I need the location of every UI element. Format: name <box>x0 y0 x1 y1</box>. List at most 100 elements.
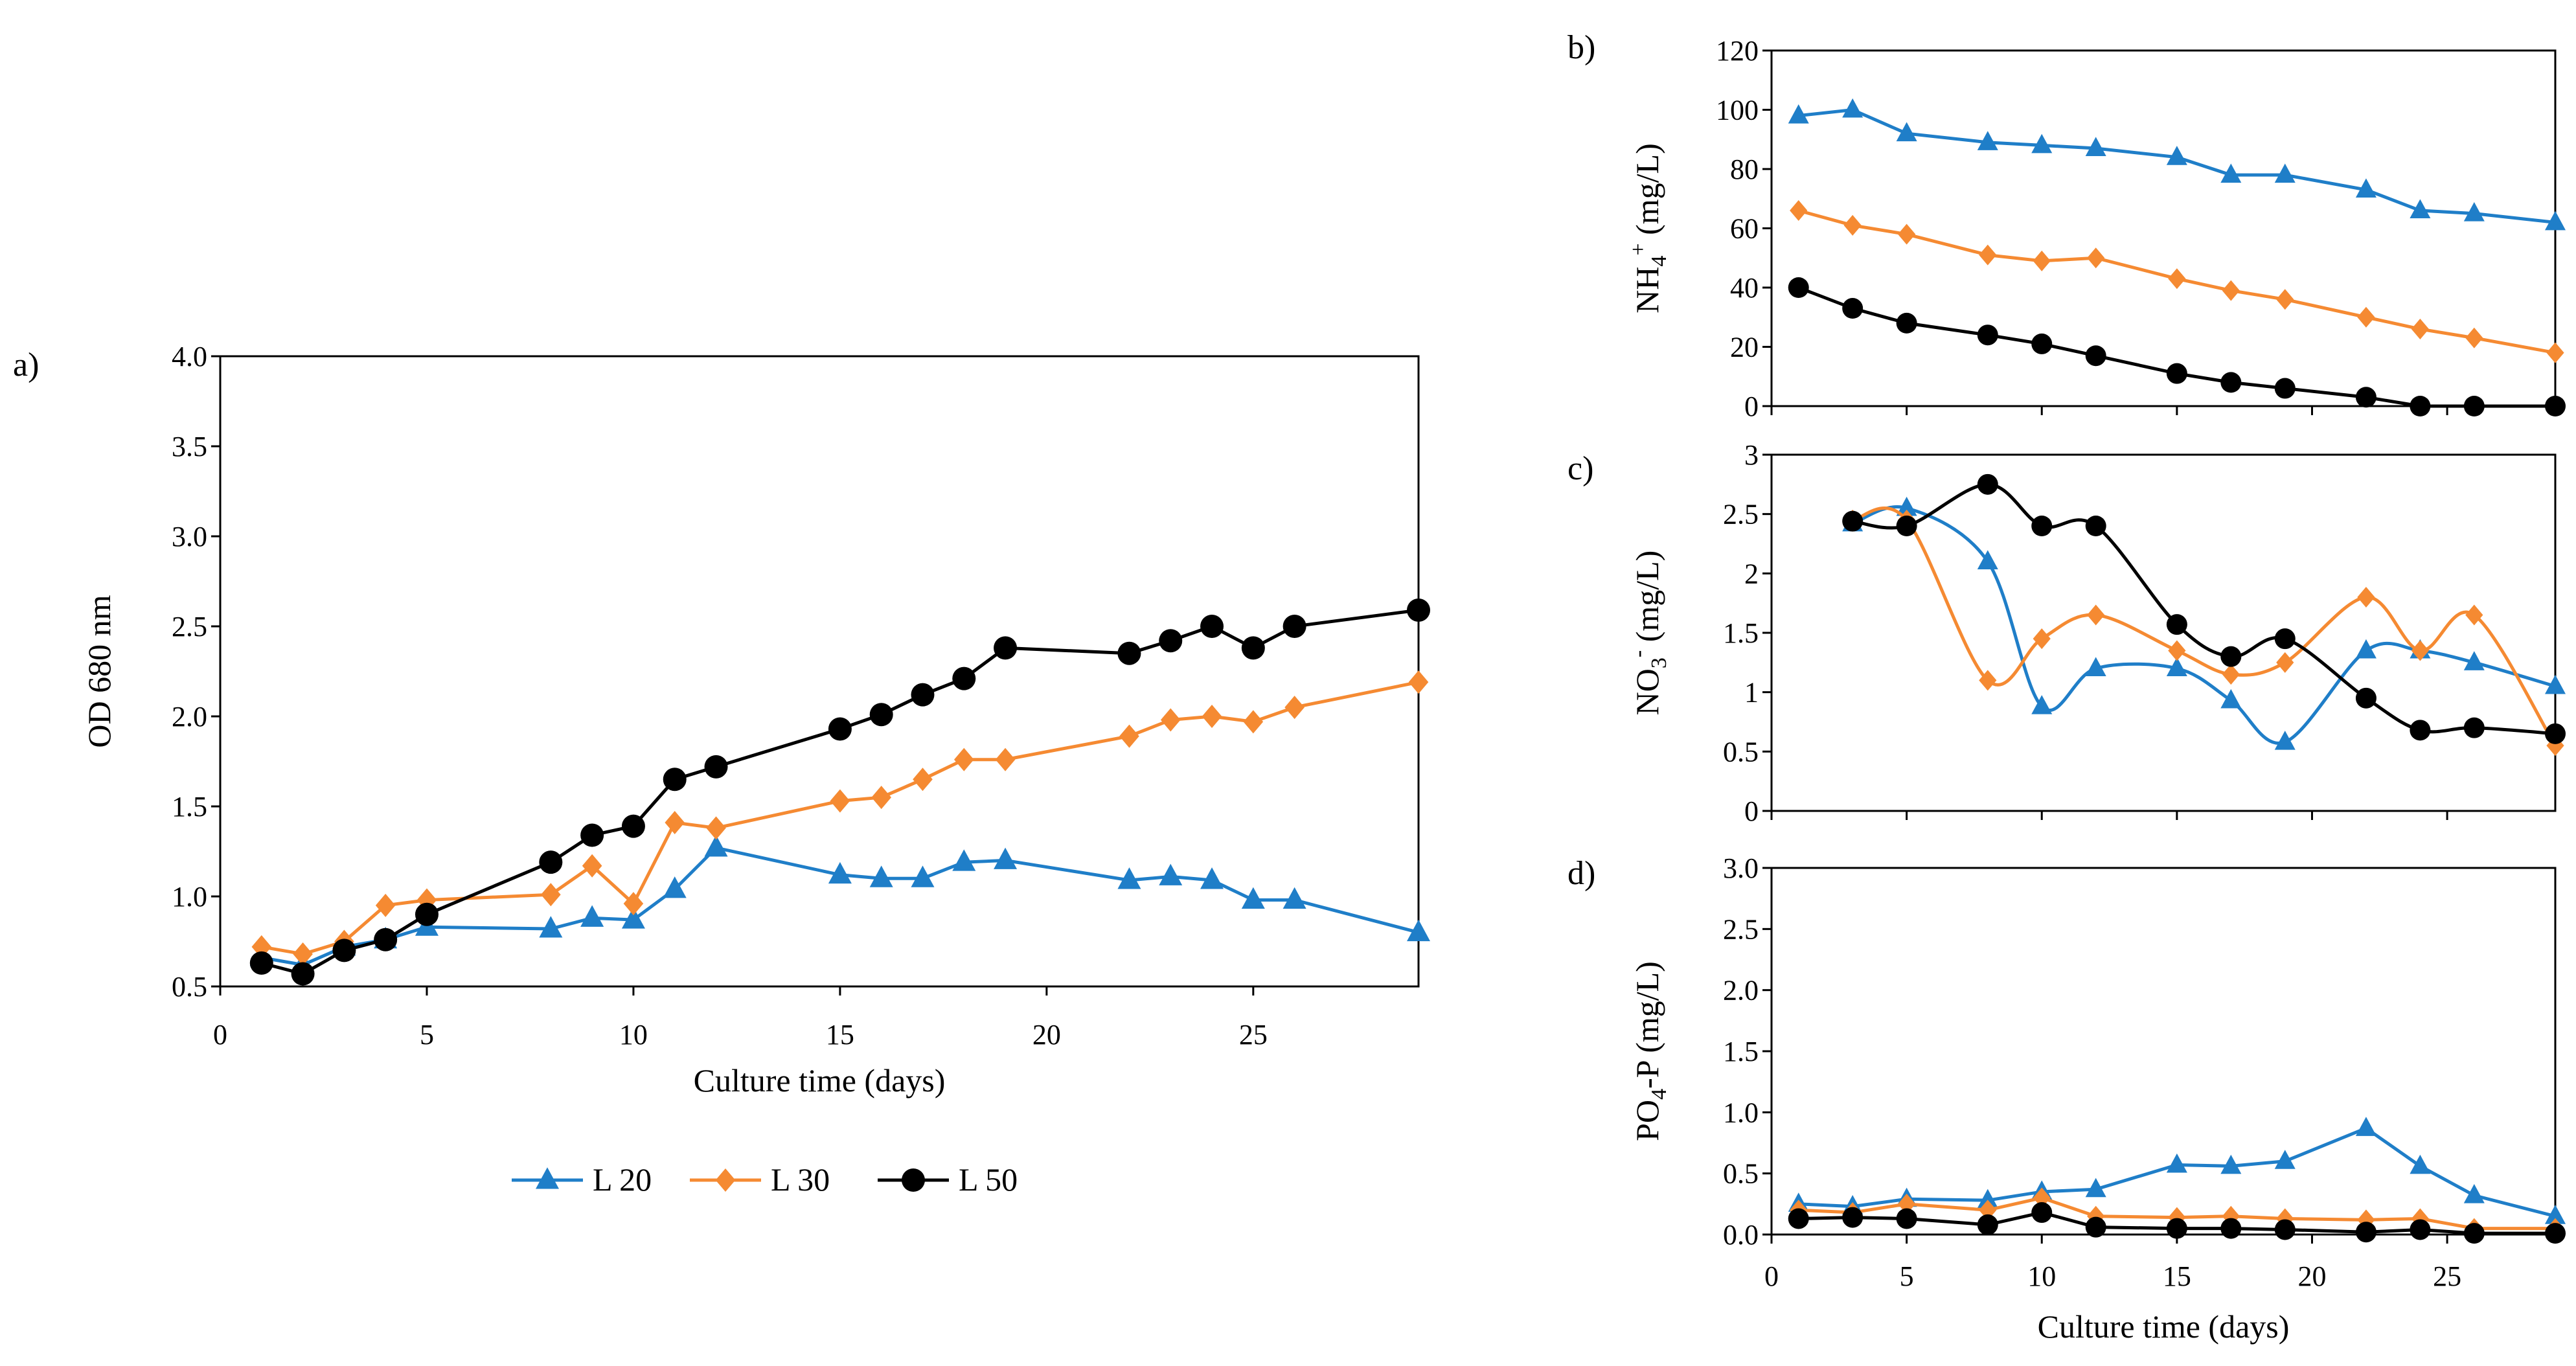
panel-a: a) 0.5 1.0 1.5 2.0 2.5 3.0 3.5 4.0 0 5 10 15 20 25 Cult… <box>13 341 1430 1098</box>
data-point <box>706 816 726 840</box>
data-point <box>2410 199 2431 219</box>
xtick-label: 20 <box>1032 1019 1061 1051</box>
data-point <box>2355 178 2377 198</box>
data-point <box>2463 396 2485 416</box>
ytick-label: 0 <box>1744 391 1759 422</box>
data-point <box>1159 629 1183 653</box>
data-point <box>2166 146 2187 165</box>
xtick-label: 0 <box>1764 1260 1779 1292</box>
data-point <box>2545 674 2566 694</box>
data-point <box>1200 867 1224 889</box>
data-point <box>2276 289 2294 310</box>
legend-label: L 20 <box>593 1161 652 1198</box>
ytick-label: 120 <box>1716 35 1759 67</box>
data-point <box>2410 1219 2431 1240</box>
data-point <box>665 811 685 835</box>
data-point <box>580 905 604 927</box>
data-point <box>332 939 356 962</box>
data-point <box>663 876 687 898</box>
data-point <box>1407 919 1430 942</box>
data-point <box>2355 687 2377 709</box>
data-point <box>869 703 893 727</box>
data-point <box>1977 1214 1998 1235</box>
legend-marker <box>536 1167 559 1189</box>
data-point <box>2031 333 2053 354</box>
data-point <box>1241 636 1265 660</box>
data-point <box>2085 137 2106 156</box>
data-point <box>621 814 645 838</box>
series-line <box>1852 483 2556 736</box>
panel-label-a: a) <box>13 347 39 383</box>
data-point <box>1202 705 1222 728</box>
xtick-label: 25 <box>1239 1019 1268 1051</box>
data-point <box>2085 1178 2106 1198</box>
data-point <box>911 683 935 707</box>
yaxis-label-b: NH4+ (mg/L) <box>1626 143 1671 313</box>
data-point <box>2410 396 2431 416</box>
series-L50-b <box>1788 277 2566 416</box>
series-line <box>1798 108 2556 224</box>
data-point <box>2031 516 2053 536</box>
data-point <box>663 768 687 791</box>
legend-item-L20: L 20 <box>512 1161 652 1198</box>
series-line <box>1852 507 2557 747</box>
data-point <box>1243 710 1264 734</box>
data-point <box>2166 1218 2187 1239</box>
series-L50-c <box>1842 473 2566 744</box>
legend-item-L50: L 50 <box>878 1161 1018 1198</box>
xtick-label: 15 <box>2163 1260 2191 1292</box>
data-point <box>1284 696 1305 720</box>
data-point <box>1200 615 1224 638</box>
data-point <box>291 962 315 986</box>
legend-label: L 50 <box>959 1161 1018 1198</box>
data-point <box>2274 1150 2296 1169</box>
data-point <box>2274 378 2296 399</box>
xaxis-label-d: Culture time (days) <box>2038 1308 2290 1345</box>
ytick-label: 1.5 <box>1723 617 1759 649</box>
xtick-label: 10 <box>2027 1260 2056 1292</box>
plot-frame-d <box>1770 867 2557 1236</box>
data-point <box>1842 98 1864 118</box>
data-point <box>828 717 852 741</box>
ytick-label: 100 <box>1716 95 1759 126</box>
legend-marker <box>902 1168 925 1192</box>
data-point <box>2166 1153 2187 1173</box>
data-point <box>582 854 602 878</box>
ytick-label: 3 <box>1744 439 1759 471</box>
data-point <box>1159 863 1183 885</box>
data-point <box>580 823 604 847</box>
data-point <box>2220 646 2242 667</box>
data-point <box>953 747 974 771</box>
data-point <box>2411 640 2429 661</box>
data-point <box>2166 363 2187 384</box>
series-L30-c <box>1843 507 2564 757</box>
data-point <box>375 893 396 917</box>
data-point <box>1977 131 1998 150</box>
ytick-label: 3.0 <box>172 521 207 552</box>
legend-item-L30: L 30 <box>690 1161 830 1198</box>
data-point <box>2463 717 2485 738</box>
data-point <box>2166 657 2187 676</box>
ytick-label: 2.5 <box>172 611 207 643</box>
ytick-label: 1.0 <box>1723 1097 1759 1128</box>
data-point <box>1117 641 1141 665</box>
data-point <box>2545 396 2566 416</box>
data-point <box>913 768 933 791</box>
ytick-label: 3.0 <box>1723 852 1759 884</box>
legend-marker <box>715 1168 736 1192</box>
ytick-label: 20 <box>1730 332 1759 363</box>
data-point <box>1898 223 1916 245</box>
ytick-label: 1.5 <box>1723 1036 1759 1067</box>
data-point <box>2220 163 2242 183</box>
ytick-label: 4.0 <box>172 341 207 372</box>
data-point <box>1979 670 1997 691</box>
data-point <box>2087 604 2105 626</box>
data-point <box>2274 628 2296 650</box>
data-point <box>1843 214 1862 236</box>
series-L50-a <box>249 598 1430 986</box>
xtick-label: 0 <box>213 1019 227 1051</box>
data-point <box>2463 1184 2485 1203</box>
ytick-label: 2 <box>1744 558 1759 589</box>
xtick-label: 5 <box>420 1019 434 1051</box>
